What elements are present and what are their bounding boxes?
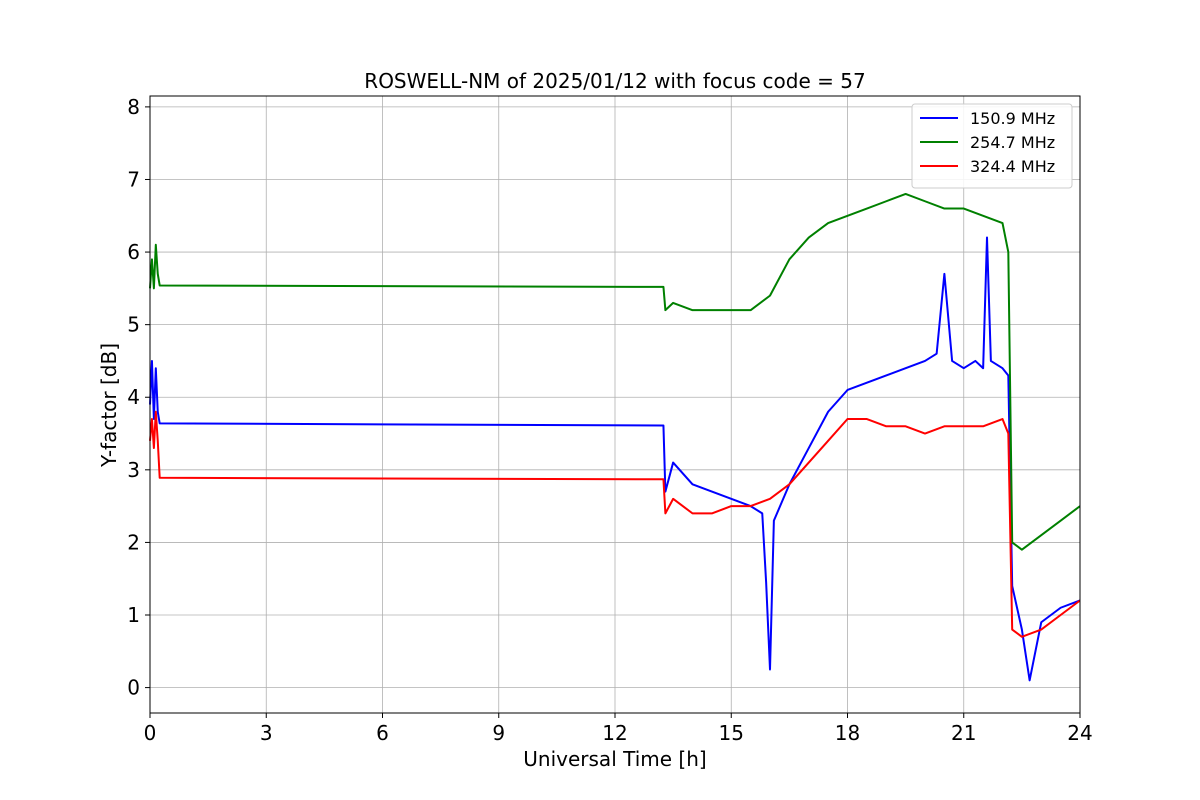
y-tick-label: 0: [127, 676, 140, 700]
series-line-1: [149, 192, 1081, 551]
x-tick-label: 18: [835, 721, 860, 745]
y-tick-label: 5: [127, 313, 140, 337]
x-axis-label: Universal Time [h]: [523, 747, 706, 771]
y-axis: 0 1 2 3 4 5 6 7 8: [127, 95, 150, 700]
y-tick-label: 7: [127, 167, 140, 191]
x-tick-label: 15: [719, 721, 744, 745]
series-line-2: [149, 410, 1081, 638]
x-tick-label: 9: [492, 721, 505, 745]
y-axis-label: Y-factor [dB]: [97, 343, 121, 468]
y-tick-label: 1: [127, 603, 140, 627]
y-tick-label: 6: [127, 240, 140, 264]
y-tick-label: 2: [127, 530, 140, 554]
x-tick-label: 24: [1067, 721, 1092, 745]
legend: 150.9 MHz 254.7 MHz 324.4 MHz: [911, 103, 1073, 189]
y-tick-label: 8: [127, 95, 140, 119]
y-tick-label: 4: [127, 385, 140, 409]
chart-title: ROSWELL-NM of 2025/01/12 with focus code…: [364, 69, 865, 93]
legend-label: 324.4 MHz: [970, 157, 1055, 176]
x-tick-label: 6: [376, 721, 389, 745]
legend-label: 254.7 MHz: [970, 133, 1055, 152]
y-tick-label: 3: [127, 458, 140, 482]
grid: [149, 96, 1081, 713]
x-tick-label: 12: [602, 721, 627, 745]
x-tick-label: 3: [260, 721, 273, 745]
x-axis: 0 3 6 9 12 15 18 21 24: [144, 713, 1093, 745]
series-lines: [149, 192, 1081, 682]
x-tick-label: 21: [951, 721, 976, 745]
legend-label: 150.9 MHz: [970, 109, 1055, 128]
series-line-0: [149, 236, 1081, 682]
x-tick-label: 0: [144, 721, 157, 745]
